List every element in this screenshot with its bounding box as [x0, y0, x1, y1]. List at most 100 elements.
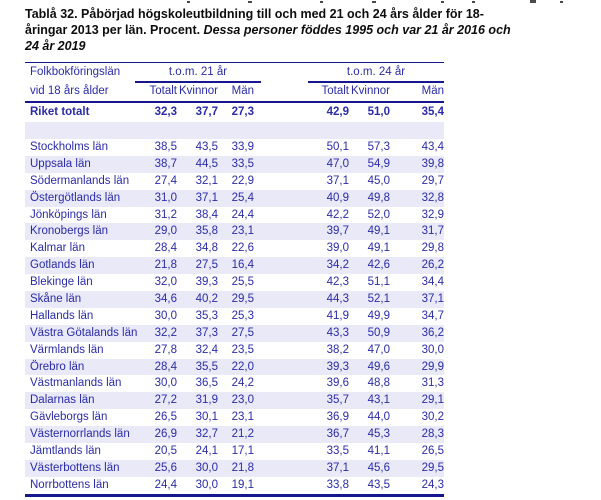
row-value: 22,0	[231, 360, 254, 373]
row-value: 44,5	[195, 157, 218, 170]
row-value: 30,0	[195, 461, 218, 474]
row-value: 35,7	[326, 394, 349, 407]
row-value: 17,1	[231, 445, 254, 458]
spacer-row	[25, 122, 444, 139]
row-value: 32,8	[421, 191, 444, 204]
table-row: Västra Götalands län 32,2 37,3 27,5 43,3…	[25, 324, 444, 342]
row-value: 38,5	[154, 141, 177, 153]
row-value: 24,3	[421, 478, 444, 491]
row-label: Hallands län	[30, 309, 94, 322]
col-header-man-24: Män	[421, 85, 444, 97]
row-value: 29,0	[154, 225, 177, 238]
row-value: 29,1	[421, 394, 444, 407]
title-line1: Tablå 32. Påbörjad högskoleutbildning ti…	[25, 7, 484, 21]
row-value: 37,1	[326, 461, 349, 474]
row-value: 44,0	[367, 411, 390, 424]
row-value: 24,4	[231, 208, 254, 221]
row-value: 25,4	[231, 191, 254, 204]
row-label: Västmanlands län	[30, 377, 122, 390]
table-row: Kronobergs län 29,0 35,8 23,1 39,7 49,1 …	[25, 223, 444, 241]
row-value: 30,2	[421, 411, 444, 424]
row-value: 49,9	[367, 309, 390, 322]
table-row: Dalarnas län 27,2 31,9 23,0 35,7 43,1 29…	[25, 392, 444, 410]
row-value: 39,3	[195, 276, 218, 289]
row-value: 26,2	[421, 259, 444, 272]
table-row: Jönköpings län 31,2 38,4 24,4 42,2 52,0 …	[25, 207, 444, 224]
row-value: 37,3	[195, 326, 218, 339]
table-row: Värmlands län 27,8 32,4 23,5 38,2 47,0 3…	[25, 342, 444, 359]
table-row: Gävleborgs län 26,5 30,1 23,1 36,9 44,0 …	[25, 409, 444, 426]
row-value: 36,2	[421, 326, 444, 339]
row-value: 38,2	[326, 343, 349, 356]
row-value: 43,5	[195, 141, 218, 153]
row-value: 32,7	[195, 428, 218, 441]
total-row-value: 35,4	[421, 106, 444, 118]
row-value: 31,7	[421, 225, 444, 238]
row-label: Kalmar län	[30, 242, 85, 255]
row-value: 42,2	[326, 208, 349, 221]
row-value: 35,3	[195, 309, 218, 322]
row-value: 34,4	[421, 276, 444, 289]
row-value: 32,9	[421, 208, 444, 221]
col-header-kvinnor-24: Kvinnor	[351, 85, 390, 97]
row-value: 42,3	[326, 276, 349, 289]
table-row: Stockholms län 38,5 43,5 33,9 50,1 57,3 …	[25, 139, 444, 156]
row-value: 30,0	[154, 377, 177, 390]
row-label: Västerbottens län	[30, 461, 120, 474]
row-value: 49,1	[367, 225, 390, 238]
total-row-value: 37,7	[195, 106, 218, 118]
row-value: 28,3	[421, 428, 444, 441]
table-row: Skåne län 34,6 40,2 29,5 44,3 52,1 37,1	[25, 291, 444, 308]
row-value: 57,3	[367, 141, 390, 153]
row-label: Södermanlands län	[30, 174, 130, 187]
row-value: 50,9	[367, 326, 390, 339]
row-value: 40,2	[195, 293, 218, 306]
row-value: 23,1	[231, 411, 254, 424]
row-value: 31,0	[154, 191, 177, 204]
row-value: 36,7	[326, 428, 349, 441]
row-value: 26,9	[154, 428, 177, 441]
row-value: 38,7	[154, 157, 177, 170]
row-value: 43,3	[326, 326, 349, 339]
row-value: 37,1	[421, 293, 444, 306]
row-value: 44,3	[326, 293, 349, 306]
row-value: 39,8	[421, 157, 444, 170]
table-header-columns: vid 18 års ålder Totalt Kvinnor Män Tota…	[25, 81, 444, 103]
row-value: 43,4	[421, 141, 444, 153]
row-value: 34,7	[421, 309, 444, 322]
row-value: 54,9	[367, 157, 390, 170]
row-value: 36,9	[326, 411, 349, 424]
row-value: 25,3	[231, 309, 254, 322]
row-value: 39,6	[326, 377, 349, 390]
statistics-table: Folkbokföringslän t.o.m. 21 år t.o.m. 24…	[25, 62, 444, 497]
row-value: 38,4	[195, 208, 218, 221]
row-value: 39,7	[326, 225, 349, 238]
row-value: 41,9	[326, 309, 349, 322]
row-value: 29,5	[421, 461, 444, 474]
row-value: 21,2	[231, 428, 254, 441]
row-value: 39,3	[326, 360, 349, 373]
row-value: 36,5	[195, 377, 218, 390]
row-value: 33,5	[231, 157, 254, 170]
stub-header-line2: vid 18 års ålder	[30, 85, 109, 97]
row-value: 33,8	[326, 478, 349, 491]
row-value: 21,8	[154, 259, 177, 272]
row-value: 40,9	[326, 191, 349, 204]
total-row-value: 27,3	[231, 106, 254, 118]
row-value: 49,8	[367, 191, 390, 204]
row-value: 29,7	[421, 174, 444, 187]
row-value: 30,1	[195, 411, 218, 424]
title-line2-italic: Dessa personer föddes 1995 och var 21 år…	[203, 22, 511, 37]
row-value: 51,1	[367, 276, 390, 289]
row-value: 28,4	[154, 360, 177, 373]
row-value: 16,4	[231, 259, 254, 272]
row-value: 41,1	[367, 445, 390, 458]
row-value: 31,9	[195, 394, 218, 407]
col-header-kvinnor-21: Kvinnor	[179, 85, 218, 97]
row-value: 27,2	[154, 394, 177, 407]
row-value: 31,3	[421, 377, 444, 390]
row-value: 27,5	[195, 259, 218, 272]
row-value: 21,8	[231, 461, 254, 474]
col-header-totalt-24: Totalt	[321, 85, 350, 97]
